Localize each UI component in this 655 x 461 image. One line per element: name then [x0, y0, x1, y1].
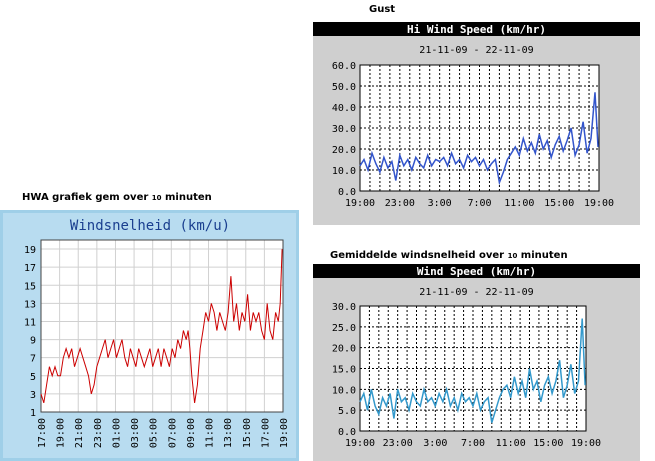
hwa-y-tick: 17	[24, 263, 36, 274]
avg-y-tick: 0.0	[338, 427, 356, 438]
hwa-x-tick: 23:00	[93, 418, 104, 448]
hwa-plot-border	[40, 239, 284, 413]
gust-series-line	[359, 92, 599, 186]
avg-y-tick: 20.0	[332, 344, 356, 355]
hwa-x-tick: 17:00	[37, 418, 48, 448]
hwa-x-tick: 15:00	[242, 418, 253, 448]
hwa-x-tick: 07:00	[167, 418, 178, 448]
hwa-x-tick: 19:00	[56, 418, 67, 448]
gust-plot-border	[359, 64, 600, 192]
hwa-y-tick: 11	[24, 317, 36, 328]
hwa-x-tick: 11:00	[205, 418, 216, 448]
avg-caption: Gemiddelde windsnelheid over 10 minuten	[330, 250, 568, 261]
hwa-y-tick: 3	[30, 390, 36, 401]
gust-x-tick: 7:00	[467, 198, 491, 209]
avg-x-tick: 11:00	[496, 438, 526, 449]
gust-caption: Gust	[369, 4, 396, 15]
gust-x-tick: 11:00	[504, 198, 534, 209]
hwa-y-tick: 9	[30, 336, 36, 347]
hwa-x-tick: 03:00	[130, 418, 141, 448]
gust-x-tick: 19:00	[584, 198, 614, 209]
gust-y-tick: 0.0	[338, 187, 356, 198]
gust-x-tick: 15:00	[544, 198, 574, 209]
hwa-y-tick: 7	[30, 354, 36, 365]
gust-title: Hi Wind Speed (km/hr)	[407, 23, 546, 36]
hwa-y-tick: 15	[24, 281, 36, 292]
avg-plot-border	[359, 305, 587, 432]
avg-series-line	[359, 318, 586, 423]
hwa-x-tick: 19:00	[279, 418, 290, 448]
gust-subtitle: 21-11-09 - 22-11-09	[419, 45, 533, 56]
hwa-caption: HWA grafiek gem over 10 minuten	[22, 192, 212, 203]
hwa-x-tick: 09:00	[186, 418, 197, 448]
avg-y-tick: 30.0	[332, 302, 356, 313]
hwa-title: Windsnelheid (km/u)	[70, 218, 230, 234]
gust-y-tick: 50.0	[332, 82, 356, 93]
hwa-x-tick: 21:00	[74, 418, 85, 448]
gust-chart: Hi Wind Speed (km/hr) 21-11-09 - 22-11-09…	[313, 22, 640, 225]
avg-x-tick: 19:00	[345, 438, 375, 449]
hwa-y-tick: 1	[30, 408, 36, 419]
hwa-series-line	[40, 249, 283, 404]
gust-x-tick: 23:00	[385, 198, 415, 209]
avg-y-tick: 5.0	[338, 406, 356, 417]
avg-x-tick: 3:00	[423, 438, 447, 449]
avg-x-tick: 15:00	[533, 438, 563, 449]
hwa-plot-area	[40, 239, 284, 413]
avg-y-tick: 15.0	[332, 365, 356, 376]
avg-chart: Wind Speed (km/hr) 21-11-09 - 22-11-09 0.0…	[313, 264, 640, 461]
hwa-y-tick: 13	[24, 299, 36, 310]
gust-y-tick: 20.0	[332, 145, 356, 156]
gust-x-tick: 3:00	[428, 198, 452, 209]
gust-y-tick: 40.0	[332, 103, 356, 114]
gust-plot-area	[360, 65, 599, 191]
avg-title-bar	[313, 264, 640, 278]
hwa-x-tick: 01:00	[111, 418, 122, 448]
hwa-y-tick: 19	[24, 245, 36, 256]
gust-y-tick: 30.0	[332, 124, 356, 135]
avg-subtitle: 21-11-09 - 22-11-09	[419, 287, 533, 298]
gust-y-tick: 60.0	[332, 61, 356, 72]
avg-x-tick: 23:00	[383, 438, 413, 449]
avg-y-tick: 10.0	[332, 385, 356, 396]
gust-x-tick: 19:00	[345, 198, 375, 209]
hwa-x-tick: 13:00	[223, 418, 234, 448]
avg-x-tick: 7:00	[461, 438, 485, 449]
avg-title: Wind Speed (km/hr)	[417, 265, 536, 278]
avg-x-tick: 19:00	[571, 438, 601, 449]
gust-y-tick: 10.0	[332, 166, 356, 177]
avg-y-tick: 25.0	[332, 323, 356, 334]
hwa-y-tick: 5	[30, 372, 36, 383]
gust-title-bar	[313, 22, 640, 36]
hwa-x-tick: 05:00	[149, 418, 160, 448]
hwa-x-tick: 17:00	[260, 418, 271, 448]
